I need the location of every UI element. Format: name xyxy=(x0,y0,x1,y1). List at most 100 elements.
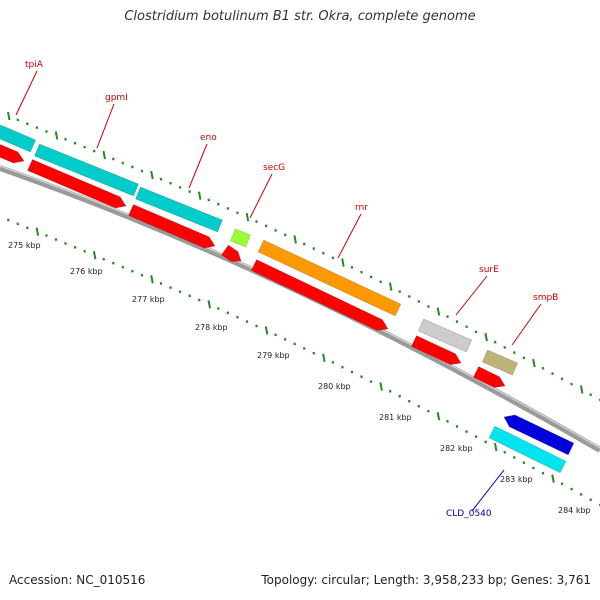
topology-text: Topology: circular; Length: 3,958,233 bp… xyxy=(261,573,591,587)
ruler-labels: 275 kbp 276 kbp 277 kbp 278 kbp 279 kbp 280 k… xyxy=(8,241,591,515)
outer-minor-tick xyxy=(398,290,402,293)
gene-labels: tpiA gpmI eno secG rnr surE smpB CLD_0540 xyxy=(15,60,558,519)
gene-track xyxy=(0,124,575,474)
outer-minor-tick xyxy=(121,161,125,165)
cds-arrow xyxy=(250,259,389,331)
inner-minor-tick xyxy=(6,218,10,222)
outer-major-tick xyxy=(102,150,106,160)
inner-minor-tick xyxy=(73,245,77,249)
inner-minor-tick xyxy=(417,404,421,408)
inner-minor-tick xyxy=(579,492,583,496)
inner-minor-tick xyxy=(178,290,182,294)
backbone-highlight xyxy=(0,165,600,449)
outer-minor-tick xyxy=(503,345,507,349)
outer-major-tick xyxy=(197,191,202,200)
outer-minor-tick xyxy=(169,181,172,185)
leader-line xyxy=(96,103,115,149)
outer-minor-tick xyxy=(111,157,115,161)
outer-major-tick xyxy=(54,131,59,140)
inner-minor-tick xyxy=(26,226,29,230)
gene-feature-smpB xyxy=(482,349,518,376)
inner-minor-tick xyxy=(465,430,468,433)
inner-minor-tick xyxy=(245,320,249,323)
inner-minor-tick xyxy=(369,380,373,383)
ruler-label: 276 kbp xyxy=(70,267,103,276)
outer-minor-tick xyxy=(188,190,191,193)
inner-minor-tick xyxy=(16,222,20,226)
gene-feature-secG xyxy=(230,228,251,248)
inner-minor-tick xyxy=(541,471,545,475)
cds-arrow xyxy=(27,159,127,209)
gene-label-surE: surE xyxy=(479,265,499,275)
outer-minor-tick xyxy=(274,228,277,232)
outer-major-tick xyxy=(388,282,393,291)
outer-minor-tick xyxy=(474,330,478,334)
inner-major-tick xyxy=(379,382,383,391)
inner-minor-tick xyxy=(503,450,507,454)
outer-minor-tick xyxy=(417,300,421,303)
inner-minor-tick xyxy=(54,238,58,241)
leader-line xyxy=(188,143,208,189)
leader-line xyxy=(15,70,38,116)
gene-feature-gpmI xyxy=(34,143,139,197)
inner-minor-tick xyxy=(302,347,306,350)
inner-minor-tick xyxy=(140,273,144,277)
outer-minor-tick xyxy=(73,141,77,145)
outer-minor-tick xyxy=(255,220,258,223)
outer-minor-tick xyxy=(369,275,373,279)
inner-minor-tick xyxy=(64,241,67,245)
inner-minor-tick xyxy=(427,409,430,413)
accession-text: Accession: NC_010516 xyxy=(9,573,146,587)
outer-minor-tick xyxy=(407,295,411,298)
inner-major-tick xyxy=(207,300,211,309)
outer-minor-tick xyxy=(302,242,306,246)
cds-arrow xyxy=(472,366,506,388)
inner-minor-tick xyxy=(226,311,230,315)
outer-minor-tick xyxy=(465,325,468,329)
outer-minor-tick xyxy=(512,351,516,355)
gene-label-tpiA: tpiA xyxy=(25,60,44,70)
inner-major-tick xyxy=(493,442,498,452)
outer-minor-tick xyxy=(64,137,67,141)
inner-minor-tick xyxy=(398,394,402,398)
inner-minor-tick xyxy=(274,333,277,337)
cds-arrow xyxy=(221,244,242,262)
inner-minor-tick xyxy=(169,286,172,289)
inner-minor-tick xyxy=(283,337,287,341)
outer-major-tick xyxy=(7,111,11,121)
outer-minor-tick xyxy=(322,251,325,255)
inner-minor-tick xyxy=(331,361,335,364)
outer-minor-tick xyxy=(570,382,573,386)
ruler-label: 282 kbp xyxy=(440,444,473,453)
ruler-label: 284 kbp xyxy=(558,506,591,515)
inner-minor-tick xyxy=(446,419,449,423)
outer-minor-tick xyxy=(360,270,363,274)
inner-minor-tick xyxy=(255,324,258,328)
outer-minor-tick xyxy=(493,340,497,344)
inner-minor-tick xyxy=(484,440,487,444)
gene-label-eno: eno xyxy=(200,133,217,143)
outer-minor-tick xyxy=(45,130,48,133)
inner-major-tick xyxy=(551,474,555,483)
outer-major-tick xyxy=(150,170,154,180)
gene-feature-tpiA xyxy=(0,124,36,153)
outer-minor-tick xyxy=(312,247,316,251)
outer-minor-tick xyxy=(589,393,593,397)
gene-feature-CLD_0540 xyxy=(488,425,567,474)
gene-label-rnr: rnr xyxy=(355,203,368,213)
ruler-label: 281 kbp xyxy=(379,413,412,422)
cds-arrow xyxy=(128,204,216,249)
inner-minor-tick xyxy=(407,399,411,403)
inner-minor-tick xyxy=(532,466,535,470)
inner-minor-tick xyxy=(350,370,354,374)
outer-major-tick xyxy=(245,212,250,222)
outer-minor-tick xyxy=(35,126,39,130)
outer-minor-tick xyxy=(350,265,354,269)
inner-minor-tick xyxy=(111,261,115,265)
outer-minor-tick xyxy=(379,280,382,284)
outer-minor-tick xyxy=(159,177,163,181)
gene-feature-surE xyxy=(418,318,472,353)
outer-minor-tick xyxy=(216,202,220,206)
inner-minor-tick xyxy=(197,298,201,302)
